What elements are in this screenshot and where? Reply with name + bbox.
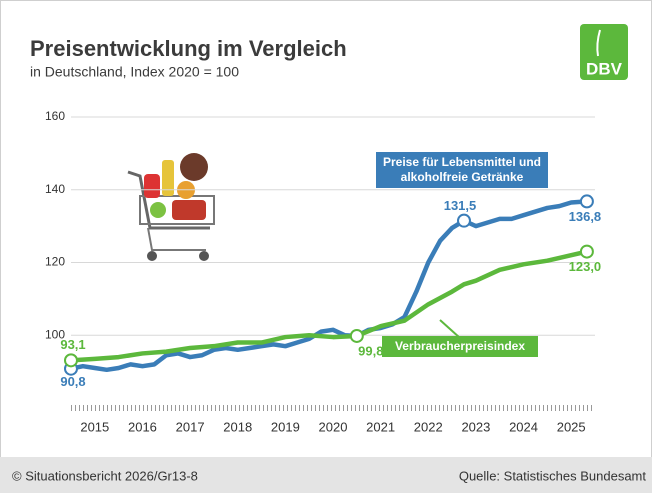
legend-label: Verbraucherpreisindex [382,336,538,357]
chart-subtitle: in Deutschland, Index 2020 = 100 [30,64,239,80]
annotation-pointer [439,319,461,339]
logo-badge [580,24,628,80]
chart-title: Preisentwicklung im Vergleich [30,36,347,61]
data-label: 93,1 [60,337,85,352]
x-tick-label: 2015 [80,419,109,434]
y-tick-label: 120 [45,255,65,269]
x-tick-label: 2018 [223,419,252,434]
data-label: 99,8 [358,343,383,358]
point-marker [457,213,471,228]
source: Quelle: Statistisches Bundesamt [459,468,647,483]
point-marker [64,353,78,368]
x-tick-label: 2025 [557,419,586,434]
x-tick-label: 2019 [271,419,300,434]
x-tick-label: 2024 [509,419,538,434]
credit: © Situationsbericht 2026/Gr13-8 [12,468,198,483]
legend-label: Preise für Lebensmittel und alkoholfreie… [376,152,548,188]
x-tick-label: 2023 [461,419,490,434]
x-tick-label: 2020 [319,419,348,434]
point-marker [579,194,594,209]
data-label: 136,8 [569,209,602,224]
data-label: 131,5 [444,198,477,213]
point-marker [349,328,364,343]
point-marker [579,244,594,259]
x-tick-label: 2021 [366,419,395,434]
x-tick-label: 2016 [128,419,157,434]
logo-text: DBV [586,59,623,78]
data-label: 90,8 [60,374,85,389]
footer-band [0,457,652,493]
y-tick-label: 140 [45,182,65,196]
series-line [70,249,588,363]
data-label: 123,0 [569,259,602,274]
logo-leaf [596,29,601,57]
x-tick-label: 2022 [414,419,443,434]
x-tick-label: 2017 [176,419,205,434]
y-tick-label: 160 [45,109,65,123]
y-tick-label: 100 [45,327,65,341]
series-line [70,199,588,373]
